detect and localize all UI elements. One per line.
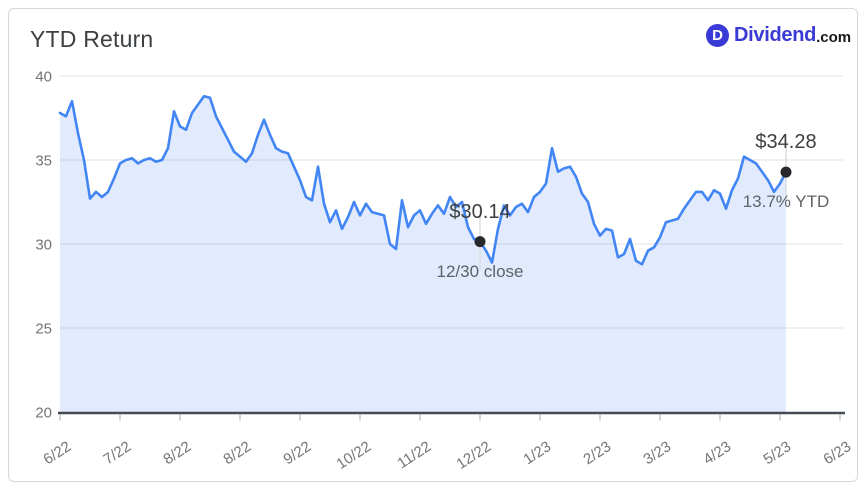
annotation-price-current: $34.28: [755, 131, 817, 154]
x-axis-label: 7/22: [100, 438, 134, 468]
x-axis-label: 11/22: [394, 438, 434, 472]
x-axis-label: 10/22: [333, 438, 374, 473]
area-fill: [60, 96, 786, 412]
annotation-dot: [780, 166, 792, 178]
annotation-dot: [474, 236, 486, 248]
dividend-logo-word: Dividend: [734, 24, 817, 46]
x-axis-label: 4/23: [700, 438, 734, 468]
price-line: [58, 94, 788, 266]
annotation-price-dec-close: $30.14: [449, 200, 511, 223]
y-axis-label: 35: [35, 153, 52, 170]
x-axis-label: 1/23: [520, 438, 554, 468]
y-axis-label: 30: [35, 237, 52, 254]
x-axis-label: 8/22: [220, 438, 254, 468]
x-axis-label: 12/22: [453, 438, 494, 473]
y-axis-label: 40: [35, 69, 52, 86]
x-axis-label: 6/23: [820, 438, 854, 468]
annotation-note-current: 13.7% YTD: [742, 192, 830, 212]
dividend-d-letter: D: [712, 27, 723, 44]
x-axis-label: 5/23: [760, 438, 794, 468]
x-axis-label: 3/23: [640, 438, 674, 468]
y-axis-label: 20: [35, 405, 52, 422]
y-axis-label: 25: [35, 321, 52, 338]
x-axis-label: 2/23: [580, 438, 614, 468]
chart-card: [8, 8, 858, 482]
annotation-note-dec-close: 12/30 close: [436, 261, 524, 281]
dividend-logo[interactable]: D Dividend .com: [706, 24, 851, 47]
page-title: YTD Return: [30, 26, 154, 52]
x-axis-label: 8/22: [160, 438, 194, 468]
x-axis-label: 9/22: [280, 438, 314, 468]
x-axis-label: 6/22: [40, 438, 74, 468]
dividend-d-icon: D: [706, 24, 729, 47]
dividend-logo-tld: .com: [816, 29, 852, 46]
